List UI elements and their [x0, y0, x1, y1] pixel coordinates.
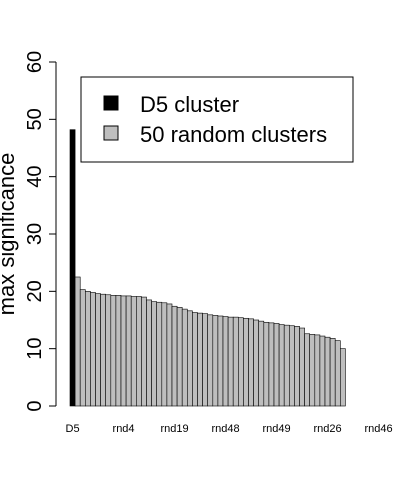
y-tick-label: 20 — [24, 280, 46, 302]
x-tick-label: rnd19 — [160, 423, 188, 435]
bar-random-cluster — [258, 320, 265, 407]
bar-random-cluster — [273, 323, 280, 407]
y-tick-label: 30 — [24, 223, 46, 245]
y-tick-label: 60 — [24, 51, 46, 73]
bar-random-cluster — [283, 324, 290, 407]
bar-random-cluster — [151, 301, 158, 407]
legend: D5 cluster 50 random clusters — [80, 76, 354, 163]
bar-random-cluster — [141, 296, 147, 407]
bar-random-cluster — [278, 324, 285, 407]
legend-swatch-d5 — [103, 95, 119, 111]
x-tick-label: rnd4 — [113, 423, 135, 435]
bar-random-cluster — [243, 317, 249, 407]
bar-random-cluster — [181, 308, 188, 407]
legend-label-d5: D5 cluster — [140, 92, 239, 117]
bar-random-cluster — [329, 338, 336, 407]
bar-random-cluster — [304, 333, 311, 407]
x-tick-labels: D5 rnd4 rnd19 rnd48 rnd49 rnd26 rnd46 — [66, 423, 393, 435]
y-tick-label: 50 — [24, 108, 46, 130]
bar-random-cluster — [166, 303, 173, 407]
bar-random-cluster — [136, 296, 142, 407]
bar-random-cluster — [339, 348, 346, 407]
bar-random-cluster — [74, 276, 81, 407]
y-tick-label: 10 — [24, 338, 46, 360]
bar-random-cluster — [232, 316, 239, 407]
x-tick-label: rnd48 — [211, 423, 239, 435]
bar-random-cluster — [319, 335, 326, 407]
bar-random-cluster — [268, 322, 275, 407]
bar-random-cluster — [105, 294, 112, 407]
bar-random-cluster — [130, 296, 137, 407]
x-tick-label: rnd26 — [313, 423, 341, 435]
bar-random-cluster — [217, 315, 224, 407]
bar-random-cluster — [314, 334, 321, 407]
bar-random-cluster — [146, 299, 152, 407]
bar-random-cluster — [334, 340, 341, 407]
bar-random-cluster — [90, 292, 96, 407]
legend-box — [80, 76, 354, 163]
bar-random-cluster — [85, 291, 91, 407]
bar-d5-cluster — [69, 129, 76, 407]
bar-random-cluster — [263, 321, 270, 407]
bar-random-cluster — [248, 318, 254, 407]
y-tick-label: 0 — [24, 400, 46, 411]
bar-random-cluster — [187, 310, 193, 407]
bar-random-cluster — [176, 307, 183, 407]
y-tick-label: 40 — [24, 166, 46, 188]
bar-random-cluster — [110, 295, 117, 407]
bar-random-cluster — [197, 312, 203, 407]
legend-label-random: 50 random clusters — [140, 122, 327, 147]
bar-random-cluster — [171, 305, 178, 407]
x-tick-label: D5 — [66, 423, 80, 435]
bar-random-cluster — [227, 316, 234, 407]
bar-random-cluster — [207, 314, 214, 407]
bar-random-cluster — [309, 334, 316, 407]
bar-random-cluster — [95, 293, 101, 407]
bar-random-cluster — [79, 289, 86, 407]
bars-group — [69, 129, 346, 407]
bar-random-cluster — [156, 301, 163, 407]
bar-random-cluster — [253, 319, 260, 407]
bar-random-cluster — [202, 313, 209, 407]
bar-random-cluster — [120, 295, 127, 407]
x-tick-label: rnd46 — [364, 423, 392, 435]
x-tick-label: rnd49 — [262, 423, 290, 435]
bar-random-cluster — [125, 295, 132, 407]
bar-random-cluster — [238, 317, 244, 407]
bar-random-cluster — [192, 312, 198, 407]
bar-random-cluster — [161, 302, 168, 407]
bar-random-cluster — [299, 327, 305, 407]
bar-random-cluster — [115, 295, 122, 407]
legend-swatch-random — [103, 125, 119, 141]
bar-random-cluster — [324, 336, 331, 407]
bar-random-cluster — [212, 315, 219, 407]
bar-random-cluster — [288, 325, 295, 407]
bar-random-cluster — [294, 326, 300, 407]
bar-random-cluster — [100, 293, 106, 407]
bar-random-cluster — [222, 316, 229, 407]
y-axis-title: max significance — [0, 153, 19, 316]
y-axis: 0 10 20 30 40 50 60 — [24, 51, 57, 412]
